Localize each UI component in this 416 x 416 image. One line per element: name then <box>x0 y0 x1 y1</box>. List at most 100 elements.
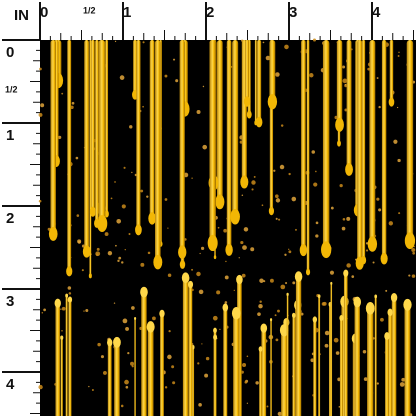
splatter <box>279 164 285 170</box>
splatter <box>38 112 43 117</box>
drip-tip <box>240 175 249 189</box>
drip <box>346 40 352 170</box>
splatter <box>321 302 326 306</box>
drip <box>292 315 296 416</box>
drip-tip <box>291 312 296 318</box>
drip-tip <box>403 298 412 311</box>
splatter <box>202 85 205 88</box>
drip-tip <box>178 245 187 259</box>
splatter <box>204 373 209 378</box>
left-label: 2 <box>6 210 14 227</box>
splatter <box>365 249 369 252</box>
splatter <box>258 303 263 309</box>
splatter <box>257 312 261 316</box>
drip <box>114 342 120 416</box>
splatter <box>362 350 367 354</box>
drip <box>188 284 193 416</box>
splatter <box>246 355 249 358</box>
splatter <box>300 312 304 316</box>
splatter <box>309 73 314 78</box>
drip-tip <box>279 324 289 337</box>
splatter <box>261 204 264 207</box>
splatter <box>205 356 210 361</box>
drip <box>245 40 250 102</box>
drip-tip <box>380 252 388 265</box>
splatter <box>312 38 317 42</box>
drip <box>147 326 154 416</box>
splatter <box>265 55 271 61</box>
drip <box>84 40 89 252</box>
drip <box>389 40 394 103</box>
splatter <box>175 79 179 83</box>
splatter <box>71 101 75 105</box>
splatter <box>315 234 319 238</box>
drip-tip <box>243 96 251 107</box>
splatter <box>217 226 220 229</box>
drip <box>107 342 112 416</box>
drip-tip <box>153 254 163 270</box>
drip-tip <box>48 226 58 241</box>
splatter <box>127 351 130 355</box>
splatter <box>329 270 335 275</box>
splatter <box>164 386 168 389</box>
drip-tip <box>181 272 190 284</box>
splatter <box>196 271 201 277</box>
splatter <box>39 67 42 71</box>
drip <box>261 328 267 416</box>
splatter <box>259 300 262 303</box>
splatter <box>275 72 280 77</box>
splatter <box>172 381 176 385</box>
left-label: 1/2 <box>5 84 18 94</box>
drip-tip <box>148 212 156 225</box>
splatter <box>164 198 168 201</box>
splatter <box>83 310 85 312</box>
splatter <box>310 358 315 363</box>
drip-tip <box>299 244 308 257</box>
drip <box>233 313 240 416</box>
drip <box>136 40 141 230</box>
drip-tip <box>88 273 92 279</box>
splatter <box>199 252 201 255</box>
drip-tip <box>104 210 109 218</box>
drip <box>313 319 317 416</box>
splatter <box>140 262 145 267</box>
splatter <box>277 411 282 416</box>
splatter <box>339 183 343 188</box>
drip <box>65 295 68 416</box>
splatter <box>41 312 44 314</box>
splatter <box>363 377 368 382</box>
splatter <box>123 166 126 169</box>
splatter <box>67 286 72 290</box>
splatter <box>117 259 120 263</box>
splatter <box>341 226 346 231</box>
drip-tip <box>365 302 375 315</box>
drip-tip <box>96 215 108 233</box>
left-label: 1 <box>6 127 14 144</box>
splatter <box>114 181 116 183</box>
drip-tip <box>225 243 233 256</box>
splatter <box>274 314 277 317</box>
drip <box>367 308 374 416</box>
drip <box>90 40 95 212</box>
splatter <box>38 384 43 390</box>
splatter <box>344 108 348 112</box>
splatter <box>146 195 149 198</box>
drip-tip <box>268 206 275 216</box>
drip-tip <box>222 303 229 312</box>
drip-tip <box>213 327 217 334</box>
drip <box>270 319 272 416</box>
splatter <box>342 78 348 84</box>
drip <box>369 40 376 245</box>
drip <box>361 40 366 261</box>
splatter <box>100 355 104 359</box>
splatter <box>398 212 401 215</box>
splatter <box>278 218 281 221</box>
splatter <box>242 245 247 250</box>
drip-tip <box>317 294 321 299</box>
splatter <box>121 204 126 209</box>
splatter <box>399 382 405 387</box>
splatter <box>104 232 109 237</box>
splatter <box>378 208 382 212</box>
splatter <box>212 315 218 321</box>
